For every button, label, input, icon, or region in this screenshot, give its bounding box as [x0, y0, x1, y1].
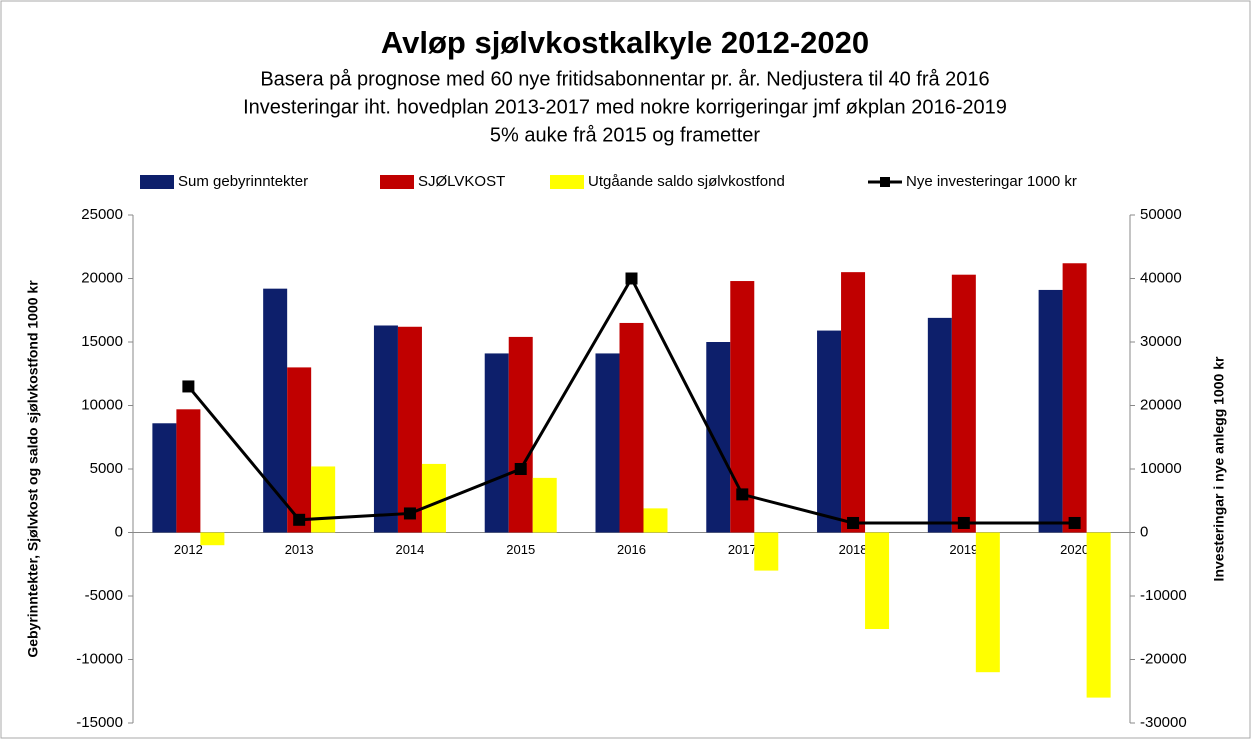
bar — [263, 288, 288, 533]
bar — [595, 353, 620, 533]
x-tick-label: 2013 — [285, 542, 314, 557]
y-tick-label: 15000 — [81, 333, 123, 350]
y2-tick-label: 20000 — [1140, 396, 1182, 413]
y-tick-label: 0 — [115, 523, 123, 540]
line-marker — [1068, 516, 1081, 529]
bar — [619, 322, 644, 533]
bar — [817, 330, 842, 533]
line-marker — [403, 507, 416, 520]
y-tick-label: 10000 — [81, 396, 123, 413]
bar — [397, 326, 422, 533]
bar — [706, 342, 731, 533]
legend-swatch — [880, 177, 890, 187]
y-tick-label: -10000 — [76, 650, 123, 667]
y2-tick-label: -20000 — [1140, 650, 1187, 667]
bar — [421, 463, 446, 533]
y2-axis-title: Investeringar i nye anlegg 1000 kr — [1211, 356, 1227, 581]
bar — [927, 317, 952, 533]
y2-tick-label: 10000 — [1140, 460, 1182, 477]
legend-label: Nye investeringar 1000 kr — [906, 173, 1077, 190]
line-marker — [514, 463, 527, 475]
line-marker — [736, 488, 749, 501]
bar — [152, 423, 177, 533]
bar — [373, 325, 398, 533]
x-tick-label: 2019 — [949, 542, 978, 557]
bar — [865, 532, 890, 630]
line-marker — [293, 513, 306, 526]
chart-subtitle: Basera på prognose med 60 nye fritidsabo… — [260, 68, 989, 90]
x-tick-label: 2017 — [728, 542, 757, 557]
bar — [311, 466, 336, 533]
legend-swatch — [140, 175, 174, 189]
y2-tick-label: 40000 — [1140, 269, 1182, 286]
x-tick-label: 2014 — [395, 542, 424, 557]
legend-label: Sum gebyrinntekter — [178, 173, 308, 190]
x-tick-label: 2015 — [506, 542, 535, 557]
y2-tick-label: 30000 — [1140, 333, 1182, 350]
bar — [532, 477, 557, 533]
bar — [484, 353, 509, 533]
y2-tick-label: -10000 — [1140, 587, 1187, 604]
bar — [643, 508, 668, 533]
chart-title: Avløp sjølvkostkalkyle 2012-2020 — [381, 25, 869, 60]
line-marker — [182, 380, 195, 393]
chart-subtitle: Investeringar iht. hovedplan 2013-2017 m… — [243, 96, 1007, 118]
x-tick-label: 2016 — [617, 542, 646, 557]
bar — [1062, 263, 1087, 533]
bar — [754, 532, 779, 571]
bar — [951, 274, 976, 533]
y-tick-label: -5000 — [85, 587, 123, 604]
x-tick-label: 2020 — [1060, 542, 1089, 557]
x-tick-label: 2012 — [174, 542, 203, 557]
bar — [200, 532, 225, 546]
bar — [176, 409, 201, 533]
bar — [841, 272, 866, 533]
y-tick-label: 20000 — [81, 269, 123, 286]
chart-subtitle: 5% auke frå 2015 og frametter — [490, 124, 760, 146]
line-marker — [957, 516, 970, 529]
bar — [1038, 289, 1063, 533]
legend-swatch — [380, 175, 414, 189]
y2-tick-label: 0 — [1140, 523, 1148, 540]
y-tick-label: 25000 — [81, 206, 123, 223]
line-marker — [625, 272, 638, 285]
bar — [287, 367, 312, 533]
y-axis-title: Gebyrinntekter, Sjølvkost og saldo sjølv… — [25, 280, 41, 658]
y2-tick-label: -30000 — [1140, 714, 1187, 731]
bar — [1086, 532, 1111, 698]
x-tick-label: 2018 — [839, 542, 868, 557]
legend-swatch — [550, 175, 584, 189]
bar — [975, 532, 1000, 673]
legend-label: Utgåande saldo sjølvkostfond — [588, 173, 785, 190]
legend-label: SJØLVKOST — [418, 173, 505, 190]
y-tick-label: -15000 — [76, 714, 123, 731]
line-marker — [847, 516, 860, 529]
y-tick-label: 5000 — [90, 460, 123, 477]
bar — [508, 336, 533, 533]
y2-tick-label: 50000 — [1140, 206, 1182, 223]
